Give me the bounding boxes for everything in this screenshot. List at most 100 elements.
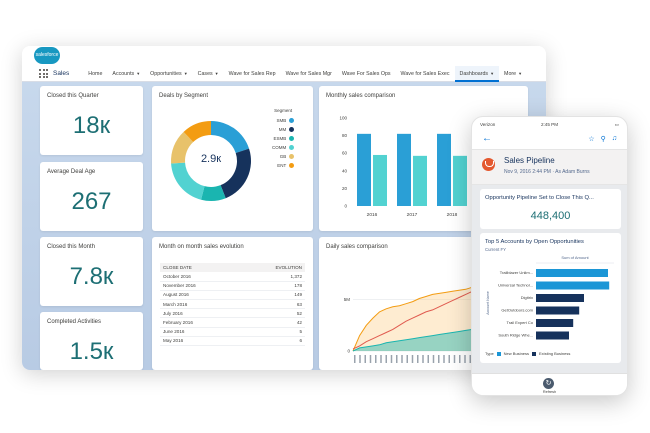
legend-label: MM [278,127,287,132]
closed-month-card[interactable]: Closed this Month 7.8к [40,237,143,306]
table-row[interactable]: February 2016 42 [160,317,305,328]
nav-tab-6[interactable]: Wave For Sales Ops [337,66,396,82]
y-tick-label: 0 [344,204,347,209]
account-bar[interactable] [536,294,584,302]
monthly-bar[interactable] [413,155,427,206]
dashboard-subtitle: Nov 9, 2016 2:44 PM · As Adam Burns [504,169,590,175]
mobile-nav-actions: ☆ ⚲ ♫ [588,135,617,143]
y-tick-label: 60 [342,151,348,156]
monthly-bar[interactable] [437,133,451,206]
closed-quarter-card[interactable]: Closed this Quarter 18к [40,86,143,155]
evolution-cell: 178 [238,281,305,291]
monthly-bar[interactable] [397,133,411,206]
table-row[interactable]: June 2016 5 [160,327,305,337]
legend-swatch [289,154,295,159]
chevron-down-icon[interactable]: ▼ [518,70,523,76]
close-date-cell: May 2016 [160,336,239,347]
daily-series-line[interactable] [352,288,480,350]
monthly-bar[interactable] [357,133,371,206]
donut-slice-gb[interactable] [171,131,194,164]
close-date-header[interactable]: CLOSE DATE [160,263,239,272]
segment-legend-title: Segment [274,108,293,113]
account-bar[interactable] [536,269,608,277]
donut-slice-ent[interactable] [183,121,211,143]
nav-tab-9[interactable]: More ▼ [499,66,527,82]
x-tick-mark [459,355,461,363]
legend-item[interactable]: ESMB [272,134,295,143]
legend-label: COMM [272,145,287,150]
nav-tab-4[interactable]: Wave for Sales Rep [224,66,281,82]
donut-slice-smb[interactable] [211,121,250,153]
donut-slice-comm[interactable] [171,162,205,200]
x-tick-mark [375,355,377,363]
table-row[interactable]: August 2016 149 [160,290,305,301]
x-tick-mark [427,355,429,363]
evolution-cell: 149 [238,290,305,301]
x-tick-mark [411,355,414,363]
salesforce-logo[interactable]: salesforce [34,47,60,64]
existing-business-swatch [532,351,537,356]
nav-tab-label: Wave for Sales Mgr [285,70,332,77]
refresh-icon[interactable]: ↻ [543,378,554,389]
daily-series-line[interactable] [352,285,480,352]
evolution-header[interactable]: EVOLUTION [238,263,305,272]
legend-item[interactable]: COMM [272,143,295,152]
back-arrow-icon[interactable]: ← [482,133,492,144]
donut-slice-mm[interactable] [220,148,251,199]
daily-series-line[interactable] [352,327,480,352]
dashboard-header: Sales Pipeline Nov 9, 2016 2:44 PM · As … [472,149,627,185]
account-bar[interactable] [536,306,580,315]
notification-bell-icon[interactable]: ♫ [611,135,617,142]
table-row[interactable]: November 2016 178 [160,281,305,291]
legend-item[interactable]: GB [272,152,295,161]
nav-tab-2[interactable]: Opportunities ▼ [145,66,192,82]
nav-tab-7[interactable]: Wave for Sales Exec [396,66,455,82]
account-bar[interactable] [536,319,574,327]
account-label: South Ridge Whe... [498,333,533,338]
table-row[interactable]: October 2016 1,372 [160,272,305,282]
legend-item[interactable]: ENT [272,161,295,170]
x-tick-mark [422,355,424,363]
new-business-swatch [496,351,501,356]
legend-label: ENT [277,163,287,168]
nav-tab-3[interactable]: Cases ▼ [193,66,224,82]
evolution-cell: 5 [238,327,305,337]
account-bar[interactable] [536,331,569,340]
table-row[interactable]: March 2016 63 [160,299,305,310]
search-icon[interactable]: ⚲ [600,136,606,143]
monthly-bar[interactable] [453,155,467,206]
nav-tab-1[interactable]: Accounts ▼ [107,66,145,82]
x-tick-label: 2018 [447,212,458,218]
donut-slice-esmb[interactable] [201,185,226,201]
y-tick-label: 20 [342,186,348,191]
completed-activities-card[interactable]: Completed Activities 1.5к [40,312,143,370]
legend-swatch [289,163,295,168]
app-launcher-icon[interactable] [39,69,48,78]
table-row[interactable]: May 2016 6 [160,336,305,347]
top-accounts-card[interactable]: Top 5 Accounts by Open Opportunities Cur… [480,233,621,363]
top-accounts-title: Top 5 Accounts by Open Opportunities [485,239,584,245]
close-date-cell: March 2016 [160,299,239,310]
chevron-down-icon[interactable]: ▼ [214,70,219,76]
x-tick-mark [354,355,356,363]
nav-tab-0[interactable]: Home [83,66,107,82]
pipeline-value: 448,400 [530,210,571,222]
monthly-bar[interactable] [373,154,387,206]
deals-by-segment-card[interactable]: Deals by Segment 2.9к Segment SMB MM ESMB C… [152,86,313,231]
legend-item[interactable]: MM [272,125,295,134]
month-evolution-card[interactable]: Month on month sales evolution CLOSE DAT… [152,237,313,370]
x-tick-label: 2017 [407,212,418,218]
nav-tab-5[interactable]: Wave for Sales Mgr [281,66,337,82]
account-bar[interactable] [536,281,610,290]
deal-age-card[interactable]: Average Deal Age 267 [40,162,143,231]
chevron-down-icon[interactable]: ▼ [183,70,188,76]
favorite-star-icon[interactable]: ☆ [588,136,595,143]
chevron-down-icon[interactable]: ▼ [136,70,141,76]
pipeline-card[interactable]: Opportunity Pipeline Set to Close This Q… [480,189,621,229]
nav-tab-8[interactable]: Dashboards ▼ [454,65,500,82]
table-row[interactable]: July 2016 52 [160,308,305,319]
chevron-down-icon[interactable]: ▼ [490,70,495,76]
legend-item[interactable]: SMB [272,116,295,125]
x-tick-mark [432,355,435,363]
close-date-cell: November 2016 [160,281,239,291]
